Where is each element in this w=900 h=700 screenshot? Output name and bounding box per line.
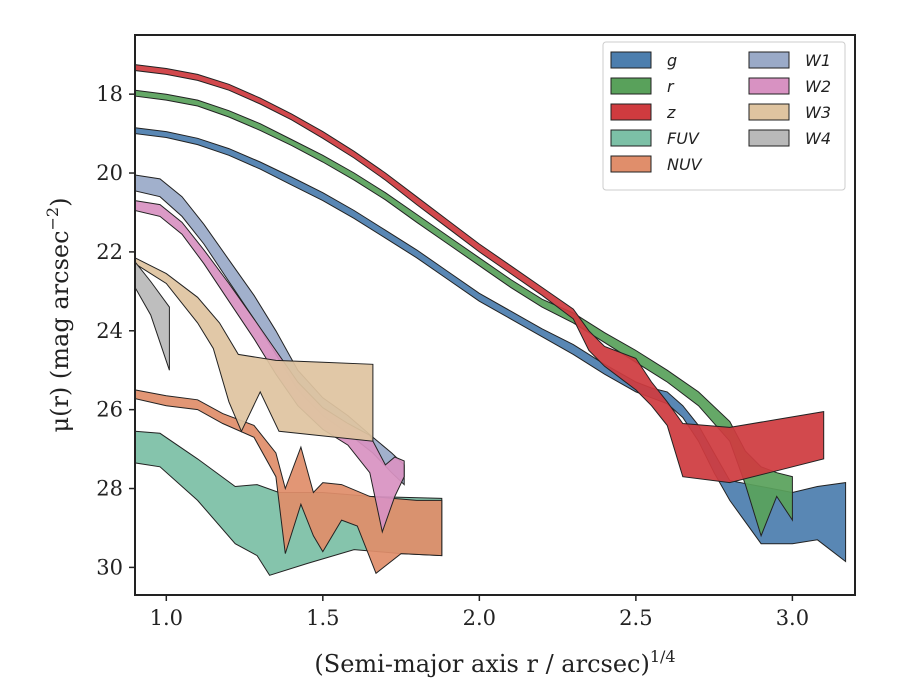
legend-label-w4: W4 [805, 129, 831, 148]
legend-swatch-w2 [748, 77, 790, 95]
x-axis-label: (Semi-major axis r / arcsec)1/4 [314, 647, 675, 678]
band-nuv [134, 389, 443, 575]
band-w2 [134, 200, 405, 534]
y-axis-label: μ(r) (mag arcsec−2) [43, 198, 74, 433]
x-tick-label: 2.5 [619, 606, 652, 630]
legend-swatch-r [610, 77, 652, 95]
y-tick-label: 18 [96, 82, 123, 106]
band-r [134, 89, 793, 538]
legend-label-fuv: FUV [667, 129, 700, 148]
profile-bands [134, 64, 847, 576]
band-w1 [134, 174, 405, 486]
y-tick-label: 28 [96, 477, 123, 501]
legend-swatch-nuv [610, 155, 652, 173]
legend-swatch-w1 [748, 51, 790, 69]
y-tick-label: 30 [96, 555, 123, 579]
legend-swatch-fuv [610, 129, 652, 147]
y-axis-ticks: 18 20 22 24 26 28 30 [96, 82, 135, 579]
x-axis-ticks: 1.0 1.5 2.0 2.5 3.0 [150, 595, 809, 630]
legend-items: grz FUV NUV W1 W2 W3 W4 [610, 51, 831, 174]
y-tick-label: 22 [96, 240, 123, 264]
legend-swatch-g [610, 51, 652, 69]
legend: grz FUV NUV W1 W2 W3 W4 [602, 41, 846, 191]
legend-label-g: g [667, 51, 677, 70]
y-axis-label-exponent: −2 [43, 207, 62, 231]
y-tick-label: 20 [96, 161, 123, 185]
legend-swatch-w3 [748, 103, 790, 121]
legend-label-w3: W3 [805, 103, 831, 122]
legend-swatch-w4 [748, 129, 790, 147]
y-tick-label: 24 [96, 319, 123, 343]
y-tick-label: 26 [96, 398, 123, 422]
x-tick-label: 2.0 [463, 606, 496, 630]
legend-label-r: r [667, 77, 675, 96]
band-g [134, 127, 847, 563]
plot-frame [134, 34, 856, 596]
y-axis-label-close: ) [46, 198, 74, 207]
legend-label-w1: W1 [805, 51, 831, 70]
x-tick-label: 1.0 [150, 606, 183, 630]
band-z [134, 64, 825, 484]
x-axis-label-text: (Semi-major axis r / arcsec) [314, 650, 649, 678]
band-w3 [134, 256, 374, 442]
x-tick-label: 3.0 [776, 606, 809, 630]
legend-label-z: z [666, 103, 676, 122]
legend-label-w2: W2 [805, 77, 831, 96]
y-axis-label-text: μ(r) (mag arcsec [46, 230, 74, 432]
x-tick-label: 1.5 [306, 606, 339, 630]
x-axis-label-exponent: 1/4 [650, 647, 676, 666]
legend-label-nuv: NUV [667, 155, 703, 174]
legend-swatch-z [610, 103, 652, 121]
